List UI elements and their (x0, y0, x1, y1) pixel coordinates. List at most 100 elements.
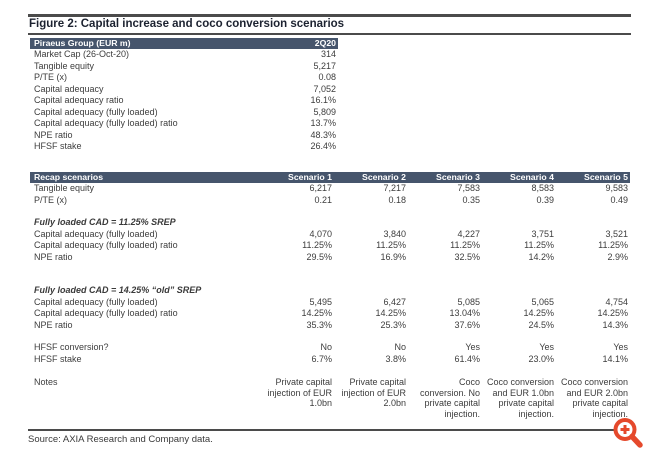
row-value: 32.5% (454, 251, 480, 262)
row-value: 0.18 (388, 194, 406, 205)
piraeus-table-body: Market Cap (26-Oct-20) 314 Tangible equity… (30, 49, 338, 153)
row-value: 11.25% (450, 240, 480, 250)
table-row: NPE ratio 48.3% (30, 130, 338, 142)
piraeus-table-header: Piraeus Group (EUR m) 2Q20 (30, 38, 338, 49)
row-label: Market Cap (26-Oct-20) (34, 49, 130, 59)
piraeus-header-label: Piraeus Group (EUR m) (34, 38, 131, 48)
spacer-row (30, 206, 630, 217)
recap-table-header: Recap scenarios Scenario 1 Scenario 2 Sc… (30, 172, 630, 183)
notes-row: Notes Private capital injection of EUR 1.… (30, 376, 630, 419)
row-value: 25.3% (380, 319, 406, 330)
row-label: Capital adequacy (fully loaded) (34, 296, 158, 307)
row-value: 14.2% (528, 251, 554, 262)
row-value: 3.8% (385, 353, 406, 364)
row-value: Yes (465, 342, 480, 352)
section-label: Fully loaded CAD = 14.25% “old” SREP (34, 285, 202, 295)
row-value: 11.25% (524, 240, 554, 250)
row-value: 0.39 (536, 194, 554, 205)
row-value: 24.5% (528, 319, 554, 330)
table-row: HFSF conversion? No No Yes Yes Yes (30, 342, 630, 354)
row-value: No (394, 342, 406, 352)
row-value: 13.7% (310, 118, 336, 128)
row-label: Capital adequacy (34, 83, 104, 94)
row-value: 5,065 (531, 296, 554, 307)
row-value: 14.25% (375, 308, 406, 318)
section-header-row: Fully loaded CAD = 14.25% “old” SREP (30, 285, 630, 297)
row-value: 14.25% (597, 308, 628, 318)
table-row: Capital adequacy (fully loaded) 5,809 (30, 107, 338, 119)
row-label: Tangible equity (34, 60, 95, 71)
recap-header-scenario-3: Scenario 3 (436, 172, 480, 182)
row-value: 11.25% (302, 240, 332, 250)
table-row: Capital adequacy 7,052 (30, 84, 338, 96)
row-value: 314 (320, 49, 336, 59)
row-value: 16.1% (310, 95, 336, 105)
row-label: Capital adequacy (fully loaded) ratio (34, 240, 178, 250)
piraeus-group-table: Piraeus Group (EUR m) 2Q20 Market Cap (2… (30, 38, 338, 153)
table-row: Market Cap (26-Oct-20) 314 (30, 49, 338, 61)
row-value: No (320, 342, 332, 352)
row-value: 11.25% (598, 240, 628, 250)
bottom-rule (28, 429, 616, 431)
table-row: HFSF stake 6.7% 3.8% 61.4% 23.0% 14.1% (30, 354, 630, 366)
row-value: 14.25% (523, 308, 554, 318)
row-value: 0.08 (318, 72, 336, 82)
row-value: 5,085 (457, 296, 480, 307)
row-value: 0.49 (610, 194, 628, 205)
row-value: 29.5% (306, 251, 332, 262)
recap-header-scenario-5: Scenario 5 (584, 172, 628, 182)
row-value: 3,751 (531, 228, 554, 239)
row-label: HFSF conversion? (34, 342, 109, 352)
row-label: P/TE (x) (34, 72, 67, 82)
table-row: HFSF stake 26.4% (30, 141, 338, 153)
row-value: Coco conversion. No private capital inje… (419, 377, 480, 419)
zoom-in-icon[interactable] (606, 413, 648, 455)
row-label: NPE ratio (34, 319, 73, 330)
row-value: Coco conversion and EUR 2.0bn private ca… (560, 377, 628, 419)
spacer-row (30, 263, 630, 274)
row-value: 6,217 (309, 183, 332, 193)
section-label: Fully loaded CAD = 11.25% SREP (34, 217, 176, 227)
row-value: 26.4% (310, 141, 336, 151)
table-row: Capital adequacy (fully loaded) ratio 14.… (30, 308, 630, 320)
table-row: NPE ratio 29.5% 16.9% 32.5% 14.2% 2.9% (30, 252, 630, 264)
row-label: P/TE (x) (34, 194, 67, 205)
table-row: Capital adequacy (fully loaded) ratio 11.… (30, 240, 630, 252)
spacer-row (30, 331, 630, 342)
row-value: 9,583 (605, 183, 628, 193)
recap-scenarios-table: Recap scenarios Scenario 1 Scenario 2 Sc… (30, 172, 630, 419)
row-value: 4,070 (309, 228, 332, 239)
recap-header-scenario-4: Scenario 4 (510, 172, 554, 182)
table-row: Capital adequacy (fully loaded) 4,070 3,84… (30, 229, 630, 241)
row-value: 37.6% (454, 319, 480, 330)
table-row: NPE ratio 35.3% 25.3% 37.6% 24.5% 14.3% (30, 320, 630, 332)
row-value: Private capital injection of EUR 2.0bn (341, 377, 406, 408)
row-value: 14.3% (602, 319, 628, 330)
row-value: 6,427 (383, 296, 406, 307)
row-value: 4,754 (605, 296, 628, 307)
recap-header-label: Recap scenarios (34, 172, 104, 182)
row-value: 14.1% (602, 353, 628, 364)
row-value: 2.9% (607, 251, 628, 262)
row-value: 7,217 (383, 183, 406, 193)
recap-header-scenario-2: Scenario 2 (362, 172, 406, 182)
row-label: Capital adequacy ratio (34, 95, 124, 105)
table-row: Tangible equity 6,217 7,217 7,583 8,583 9,583 (30, 183, 630, 195)
row-label: Capital adequacy (fully loaded) (34, 106, 158, 117)
row-value: 7,052 (313, 83, 336, 94)
row-value: 8,583 (531, 183, 554, 193)
row-label: NPE ratio (34, 251, 73, 262)
row-value: 7,583 (457, 183, 480, 193)
row-value: 14.25% (301, 308, 332, 318)
row-value: Yes (613, 342, 628, 352)
table-row: Tangible equity 5,217 (30, 61, 338, 73)
recap-header-scenario-1: Scenario 1 (288, 172, 332, 182)
table-row: P/TE (x) 0.21 0.18 0.35 0.39 0.49 (30, 195, 630, 207)
row-value: Private capital injection of EUR 1.0bn (267, 377, 332, 408)
section-header-row: Fully loaded CAD = 11.25% SREP (30, 217, 630, 229)
row-value: 0.35 (462, 194, 480, 205)
row-value: 4,227 (457, 228, 480, 239)
row-label: Capital adequacy (fully loaded) (34, 228, 158, 239)
piraeus-header-value: 2Q20 (314, 38, 336, 48)
